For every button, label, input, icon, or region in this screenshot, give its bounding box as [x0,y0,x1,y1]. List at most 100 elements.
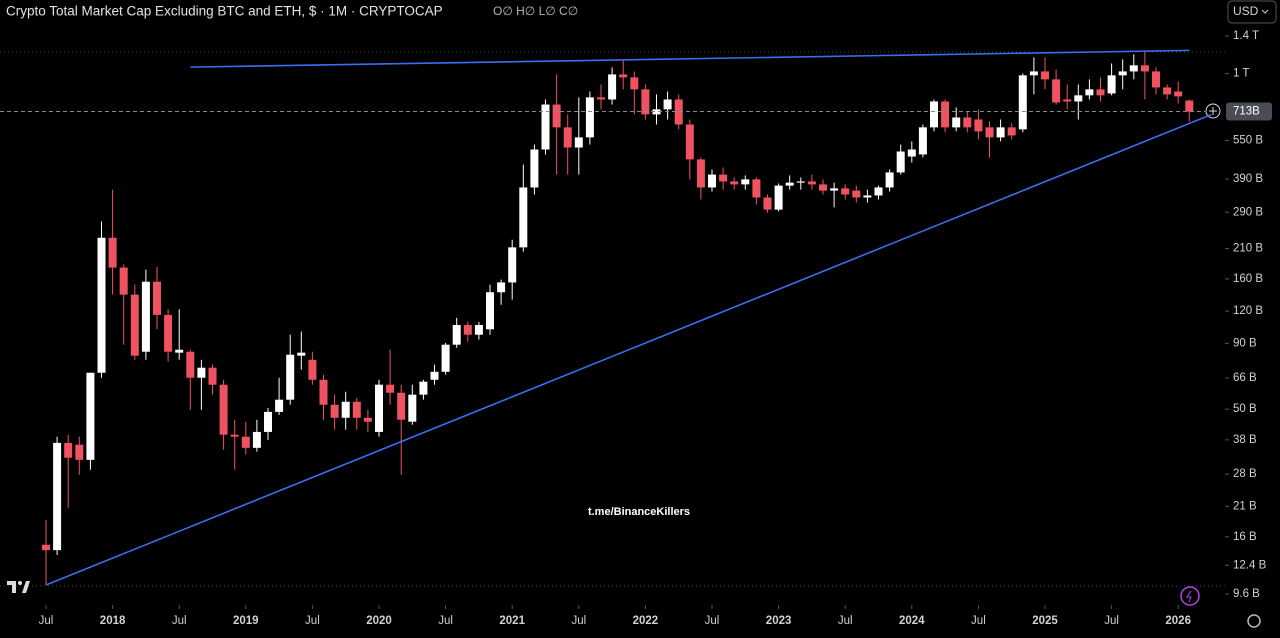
x-tick-label: 2023 [766,615,792,627]
currency-box[interactable] [1227,0,1277,24]
candle-body [1074,95,1083,102]
chart-title: Crypto Total Market Cap Excluding BTC an… [6,4,443,19]
candle-body [375,384,383,432]
settings-icon[interactable] [1247,614,1261,628]
candle-body [652,109,661,115]
y-tick-label: 1.4 T [1233,30,1259,42]
x-tick-label: Jul [1104,615,1119,627]
x-tick-label: 2022 [633,615,659,627]
x-tick-label: 2019 [233,615,259,627]
candle-body [141,281,150,352]
candle-body [308,359,317,380]
alert-icon[interactable] [1180,586,1200,606]
candle-body [774,185,783,210]
trendline [190,49,1190,68]
candle-body [397,392,406,420]
candle-body [208,367,217,385]
candle-body [641,89,650,115]
chevron[interactable] [1261,9,1269,14]
x-tick-label: 2021 [499,615,525,627]
candle-body [130,294,139,356]
candle-body [474,324,483,335]
y-tick-label: 66 B [1233,372,1257,384]
x-tick-label: 2025 [1032,615,1058,627]
candle-body [741,179,750,185]
candle-body [53,442,62,551]
candle-body [230,434,239,437]
candle-body [730,181,739,185]
candle-body [219,384,228,435]
candle-body [386,384,395,393]
candle-body [974,119,983,132]
candle-body [286,354,295,400]
currency-selector[interactable]: USD [1227,0,1277,24]
logo-part [18,581,22,585]
candle-body [785,182,794,186]
x-tick-label: 2018 [100,615,126,627]
ohlc-status: O∅ H∅ L∅ C∅ [493,4,578,18]
candle-body [830,188,839,191]
candle-body [819,184,827,191]
candle-body [574,137,583,148]
candle-body [319,379,328,405]
candle-body [663,99,672,110]
candle-body [863,195,872,198]
watermark: t.me/BinanceKillers [588,506,690,518]
add-icon-plus[interactable] [1209,107,1217,115]
x-tick-label: Jul [438,615,453,627]
x-tick-label: Jul [838,615,853,627]
x-tick-label: Jul [172,615,187,627]
candle-body [341,401,350,418]
alert-bolt[interactable] [1186,590,1192,603]
candle-body [1029,71,1038,76]
candle-body [963,117,972,128]
candle-body [497,282,506,293]
candle-body [175,349,184,353]
candle-body [75,444,84,460]
candle-body [807,181,816,185]
candle-body [874,187,883,196]
y-tick-label: 9.6 B [1233,588,1260,600]
candle-body [153,281,161,315]
y-tick-label: 210 B [1233,242,1263,254]
candle-body [108,237,117,268]
y-tick-label: 290 B [1233,206,1263,218]
candle-body [885,172,894,188]
candle-body [1163,87,1172,95]
candle-body [486,292,494,330]
y-tick-label: 1 T [1233,68,1249,80]
y-tick-label: 21 B [1233,500,1257,512]
candle-body [264,411,272,432]
candle-body [630,77,639,90]
candle-body [1085,89,1094,96]
candle-body [796,181,805,183]
candle-body [852,190,861,198]
candle-body [408,394,417,422]
candle-body [430,371,439,380]
candle-body [585,97,594,138]
y-tick-label: 90 B [1233,337,1257,349]
currency-label[interactable]: USD [1233,4,1259,18]
candle-body [552,104,561,128]
candle-body [619,74,628,78]
y-tick-label: 120 B [1233,305,1263,317]
candle-body [541,104,550,150]
x-tick-label: 2024 [899,615,925,627]
candle-body [719,174,728,182]
x-tick-label: 2020 [366,615,392,627]
candle-body [1107,75,1116,94]
candle-body [508,247,517,283]
candle-body [1152,71,1160,88]
candle-body [907,149,916,157]
x-tick-label: Jul [571,615,586,627]
x-tick-label: Jul [705,615,720,627]
candle-body [597,97,605,100]
candle-body [930,101,938,128]
candle-body [275,399,284,412]
y-tick-label: 50 B [1233,403,1257,415]
x-tick-label: Jul [305,615,320,627]
candle-body [1140,65,1149,72]
y-tick-label: 16 B [1233,531,1257,543]
y-tick-label: 28 B [1233,468,1257,480]
